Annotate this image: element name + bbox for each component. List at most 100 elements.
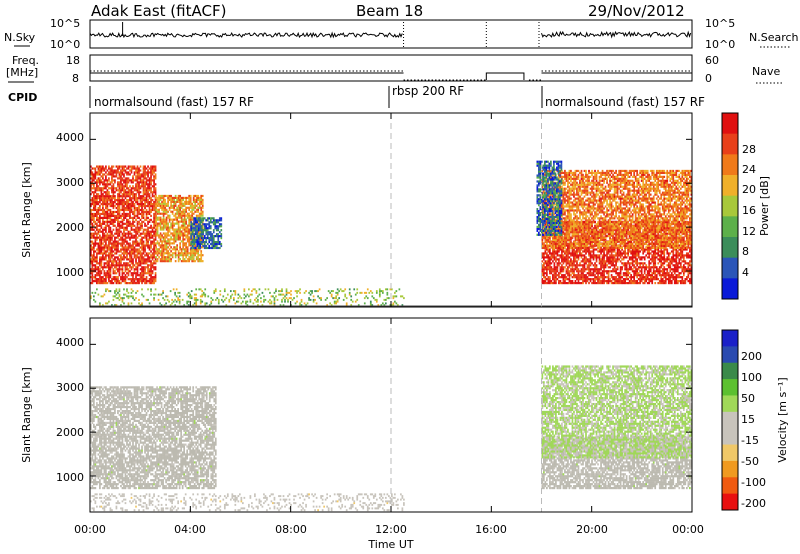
power-cell	[115, 218, 118, 221]
power-cell	[237, 293, 240, 296]
power-cell	[153, 234, 155, 237]
power-cell	[155, 234, 157, 237]
power-cell	[579, 278, 581, 281]
power-cell	[106, 232, 109, 235]
power-cell	[171, 200, 174, 203]
power-cell	[99, 218, 101, 221]
power-cell	[139, 262, 142, 265]
power-cell	[161, 202, 163, 205]
power-cell	[151, 169, 154, 172]
power-cell	[93, 199, 95, 202]
power-cell	[576, 264, 578, 267]
power-cell	[154, 212, 157, 216]
power-cell	[144, 236, 146, 239]
power-cell	[197, 252, 200, 255]
power-cell	[115, 230, 118, 233]
power-cell	[132, 191, 134, 194]
power-cell	[120, 226, 122, 229]
power-cell	[129, 254, 131, 257]
power-cell	[109, 252, 112, 255]
power-cell	[165, 222, 168, 225]
power-cell	[209, 225, 212, 228]
power-cell	[625, 228, 628, 231]
power-cell	[580, 228, 583, 231]
power-cell	[543, 254, 545, 257]
power-cell	[205, 302, 208, 305]
power-cell	[571, 252, 574, 255]
power-cell	[168, 254, 171, 257]
power-cell	[100, 195, 103, 198]
power-cell	[613, 280, 616, 283]
power-cell	[576, 262, 578, 265]
power-cell	[177, 224, 180, 227]
power-cell	[145, 266, 148, 269]
power-cell	[179, 202, 182, 205]
power-cell	[378, 290, 381, 293]
power-cell	[546, 270, 548, 273]
power-cell	[162, 214, 165, 217]
power-heatmap	[90, 160, 692, 307]
power-cell	[90, 212, 92, 216]
power-cell	[546, 268, 548, 271]
power-cell	[126, 258, 128, 261]
power-cell	[136, 282, 139, 285]
power-cell	[105, 224, 107, 227]
power-cell	[120, 224, 122, 227]
power-cell	[544, 272, 547, 275]
power-cell	[145, 201, 148, 204]
power-cell	[105, 274, 107, 277]
power-cell	[550, 272, 553, 275]
power-cell	[118, 288, 121, 291]
power-cell	[366, 297, 369, 300]
power-cell	[597, 280, 599, 283]
power-cell	[103, 201, 106, 204]
power-cell	[130, 234, 133, 237]
power-cell	[161, 228, 163, 231]
power-cell	[199, 295, 202, 298]
power-cell	[147, 260, 149, 263]
power-cell	[580, 282, 583, 285]
power-cell	[103, 266, 106, 269]
power-cell	[132, 236, 134, 239]
power-cell	[96, 202, 98, 206]
power-cell	[205, 240, 208, 244]
power-cell	[615, 268, 617, 271]
power-cell	[90, 202, 92, 206]
power-cell	[633, 248, 636, 251]
power-cell	[559, 266, 562, 269]
power-cell	[192, 256, 195, 259]
power-cell	[565, 264, 568, 267]
power-cell	[182, 244, 185, 247]
power-cell	[138, 181, 140, 184]
power-cell	[99, 278, 101, 281]
power-cell	[121, 208, 124, 212]
power-cell	[164, 198, 166, 202]
power-cell	[97, 266, 100, 269]
power-cell	[162, 224, 165, 227]
power-cell	[127, 242, 130, 245]
power-cell	[186, 228, 189, 231]
power-cell	[121, 266, 124, 269]
power-cell	[205, 231, 208, 234]
power-cell	[588, 238, 590, 241]
power-cell	[186, 232, 189, 235]
power-cell	[94, 280, 97, 283]
power-cell	[595, 278, 598, 281]
power-cell	[108, 248, 110, 251]
power-cell	[136, 169, 139, 172]
power-cell	[93, 220, 95, 223]
power-cell	[139, 175, 142, 178]
power-cell	[109, 238, 112, 241]
power-cell	[167, 228, 169, 231]
power-cell	[630, 282, 632, 285]
power-cell	[129, 236, 131, 239]
power-cell	[118, 173, 121, 176]
power-cell	[153, 216, 155, 219]
power-cell	[156, 224, 159, 227]
power-cell	[136, 252, 139, 255]
power-cell	[217, 233, 220, 236]
power-cell	[544, 232, 547, 235]
power-cell	[564, 258, 566, 261]
power-cell	[156, 242, 159, 245]
power-cell	[179, 204, 182, 207]
